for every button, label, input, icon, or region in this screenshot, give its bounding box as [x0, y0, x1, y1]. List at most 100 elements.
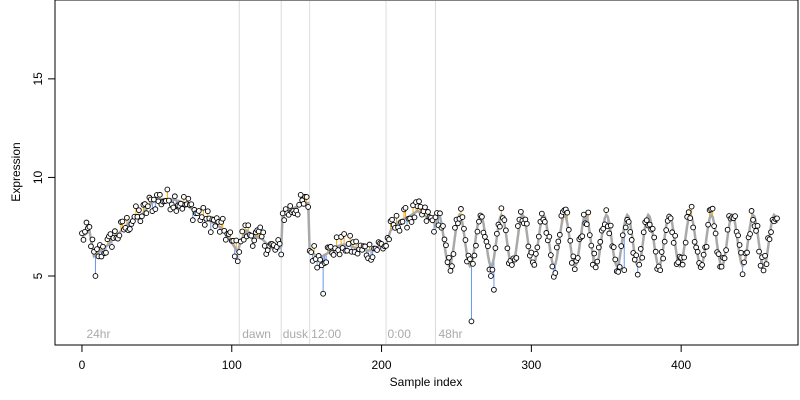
data-point: [308, 249, 315, 255]
data-point: [227, 229, 234, 236]
data-point: [323, 259, 329, 266]
section-labels: 24hr dawn dusk 12:00 0:00 48hr: [86, 327, 462, 341]
data-point: [660, 255, 667, 262]
data-point: [688, 203, 695, 210]
data-point: [754, 223, 761, 229]
data-point: [592, 264, 599, 271]
data-point: [458, 206, 464, 212]
data-point: [474, 228, 481, 235]
data-point: [547, 252, 554, 258]
data-point: [133, 203, 139, 210]
data-point: [718, 263, 725, 270]
x-axis: 0 100 200 300 400: [79, 344, 691, 372]
data-point: [233, 237, 240, 244]
data-point: [657, 267, 664, 274]
data-point: [515, 223, 521, 229]
data-point: [204, 208, 211, 215]
data-point: [640, 229, 647, 236]
data-point: [207, 229, 214, 235]
data-point: [663, 227, 670, 233]
data-point: [556, 231, 563, 238]
data-point: [748, 208, 755, 214]
data-point: [546, 233, 553, 240]
data-point: [431, 228, 437, 235]
x-axis-title: Sample index: [390, 375, 463, 389]
y-tick-label: 15: [31, 72, 45, 86]
data-point: [303, 194, 310, 200]
data-point: [83, 219, 90, 226]
data-point: [643, 217, 650, 224]
data-point: [320, 290, 326, 297]
data-point: [134, 213, 141, 220]
data-point: [534, 244, 541, 251]
data-point: [389, 216, 395, 223]
data-point: [470, 261, 476, 267]
data-point: [525, 243, 532, 250]
data-point: [82, 228, 88, 235]
data-point: [634, 271, 641, 278]
data-point: [639, 254, 646, 261]
data-point: [747, 231, 753, 237]
data-point: [336, 251, 343, 258]
data-point: [549, 263, 556, 270]
data-point: [682, 239, 689, 246]
data-point: [216, 228, 223, 235]
data-point: [179, 205, 186, 212]
data-point: [760, 267, 767, 274]
data-point: [201, 222, 208, 228]
data-point: [136, 207, 142, 214]
data-point: [260, 229, 267, 236]
x-tick-label: 400: [671, 358, 691, 372]
data-point: [595, 244, 602, 251]
data-point: [501, 217, 508, 223]
data-point: [756, 248, 762, 255]
data-point: [347, 232, 353, 239]
x-tick-label: 300: [521, 358, 541, 372]
data-point: [637, 246, 644, 252]
data-point: [222, 236, 229, 243]
data-point: [317, 256, 323, 263]
data-point: [543, 230, 550, 236]
data-point: [92, 273, 99, 279]
data-point: [571, 266, 578, 273]
data-point: [437, 210, 443, 217]
data-point: [622, 224, 629, 231]
data-point: [763, 261, 770, 267]
data-point: [541, 219, 548, 225]
data-point: [248, 232, 255, 239]
data-point: [441, 236, 448, 243]
section-label: 12:00: [311, 327, 341, 341]
data-point: [404, 224, 410, 231]
data-point: [245, 222, 252, 229]
data-point: [531, 262, 538, 268]
data-point: [491, 286, 497, 293]
data-point: [712, 230, 719, 237]
data-point: [103, 249, 109, 256]
data-point: [732, 213, 738, 219]
data-point: [276, 240, 283, 247]
data-point: [583, 221, 590, 228]
data-point: [294, 211, 301, 218]
data-point: [251, 237, 258, 244]
data-point: [564, 209, 571, 216]
y-axis-title: Expression: [9, 142, 23, 201]
data-point: [735, 232, 741, 239]
data-point: [311, 243, 318, 249]
data-point: [200, 204, 207, 211]
data-point: [185, 195, 192, 202]
data-point: [594, 258, 601, 265]
data-point: [374, 247, 380, 253]
data-point: [690, 224, 696, 231]
data-point: [494, 230, 500, 237]
data-point: [661, 238, 668, 245]
data-point: [736, 242, 743, 248]
data-point: [518, 208, 524, 215]
data-point: [628, 237, 635, 243]
data-point: [88, 243, 94, 250]
data-point: [646, 221, 653, 228]
data-point: [287, 203, 294, 209]
data-point: [753, 228, 759, 234]
data-point: [591, 250, 598, 257]
data-point: [533, 251, 539, 257]
data-point: [446, 254, 452, 261]
